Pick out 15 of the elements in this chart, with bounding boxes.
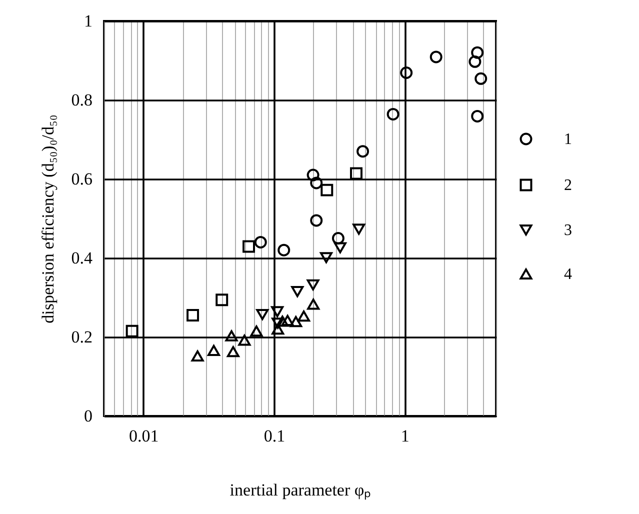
- y-tick-label: 0.8: [71, 90, 92, 110]
- x-tick-label: 1: [400, 426, 410, 446]
- y-tick-label: 0.6: [71, 170, 92, 188]
- x-tick-label: 0.01: [128, 426, 159, 446]
- legend-label: 2: [564, 177, 572, 194]
- legend-label: 3: [564, 222, 572, 239]
- x-tick-label: 0.1: [264, 426, 286, 446]
- y-tick-label: 1: [84, 12, 92, 30]
- y-axis-title: dispersion efficiency (d₅₀)₀/d₅₀: [38, 114, 58, 324]
- x-axis-title: inertial parameter φₚ: [230, 480, 372, 500]
- legend-label: 4: [564, 266, 572, 283]
- y-tick-label: 0.2: [71, 328, 92, 346]
- legend-label: 1: [564, 131, 572, 148]
- y-tick-label: 0: [84, 406, 92, 426]
- y-tick-label: 0.4: [71, 248, 93, 268]
